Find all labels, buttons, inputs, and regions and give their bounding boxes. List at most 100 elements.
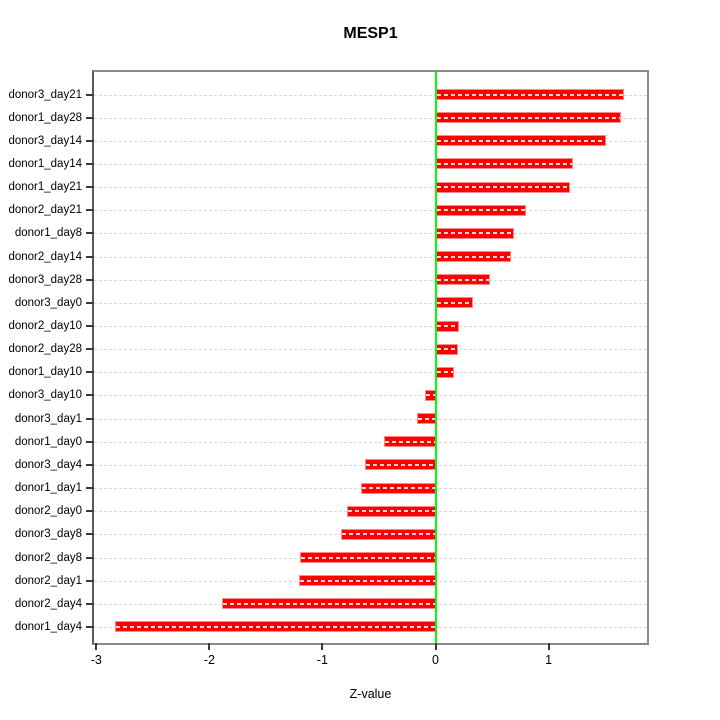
x-axis-tick [95,643,98,650]
y-axis-tick [86,371,94,374]
bar [221,598,436,610]
y-axis-tick [86,93,94,96]
y-axis-tick [86,186,94,189]
bar [340,528,436,540]
y-axis-tick [86,139,94,142]
y-axis-tick [86,625,94,628]
gridline [94,326,647,327]
bar-grid-dash [436,209,525,212]
plot-area: donor3_day21 donor1_day28 donor3_day14 dono… [8,70,649,667]
bar [435,343,459,355]
bar [435,251,512,263]
y-axis-tick [86,232,94,235]
y-axis-tick [86,325,94,327]
bar-grid-dash [299,579,435,582]
gridline [94,233,647,235]
bar-grid-dash [426,394,435,397]
bar-grid-dash [348,510,435,513]
y-axis-tick [86,579,94,582]
bar-grid-dash [384,440,435,443]
bar [435,89,625,100]
bar [299,552,436,563]
gridline [94,210,647,212]
bar [360,482,436,494]
bar-grid-dash [341,533,435,536]
bar-grid-dash [436,371,453,374]
zero-line [434,72,437,643]
bar-grid-dash [366,463,435,466]
y-axis-tick [86,278,94,281]
y-axis-label: donor2_day4 [14,597,82,610]
gridline [94,372,647,374]
bar [435,204,526,216]
gridline [94,187,647,189]
y-axis-label: donor3_day14 [8,134,82,147]
y-axis-label: donor1_day28 [8,111,82,124]
chart-title: MESP1 [343,25,398,42]
bar [115,621,436,633]
y-axis-tick [86,162,94,165]
y-axis-label: donor3_day8 [14,528,82,541]
y-axis-tick [86,348,94,351]
y-axis-label: donor1_day0 [14,435,82,448]
bar-grid-dash [436,93,624,96]
bar [435,297,473,309]
bar [383,436,436,448]
x-axis-tick-label: 1 [545,653,553,667]
bar-grid-dash [436,116,620,119]
bar-grid-dash [436,186,570,189]
y-axis-label: donor3_day1 [14,412,82,425]
y-axis-tick [86,301,94,304]
bar [435,366,454,378]
y-axis-tick [86,255,94,258]
x-axis-tick [208,643,211,650]
y-axis-tick [86,417,94,420]
bar [435,320,460,332]
bar [417,413,436,425]
y-axis-label: donor2_day14 [8,250,82,263]
bar-grid-dash [436,139,606,142]
y-axis-label: donor2_day28 [8,343,82,356]
gridline [94,302,647,304]
y-axis-label: donor2_day0 [14,505,82,518]
y-axis-label: donor2_day8 [14,551,82,564]
bar [435,227,514,239]
y-axis-label: donor1_day14 [8,157,82,170]
y-axis-label: donor1_day10 [8,366,82,379]
y-axis-label: donor3_day28 [8,273,82,286]
gridline [94,279,647,281]
bar [347,505,436,517]
bar-grid-dash [436,162,573,165]
y-axis-tick [86,440,94,443]
y-axis-tick [86,556,94,559]
gridline [94,140,647,142]
y-axis-label: donor2_day1 [14,574,82,587]
y-axis-tick [86,533,94,536]
bar-grid-dash [418,417,435,420]
bar-grid-dash [222,602,435,605]
y-axis-tick [86,487,94,490]
bar-grid-dash [436,232,513,235]
gridline [94,256,647,258]
bar [435,158,574,170]
y-axis-label: donor3_day0 [14,296,82,309]
x-axis-tick-label: -3 [90,653,102,667]
y-axis-label: donor2_day21 [8,204,82,217]
y-axis-label: donor3_day10 [8,389,82,402]
bar [435,135,607,147]
bar [365,459,436,471]
x-axis-tick [434,643,437,650]
y-axis-tick [86,602,94,605]
x-axis-tick-label: 0 [432,653,439,667]
bar [435,181,571,193]
y-axis-tick [86,394,94,397]
bar-grid-dash [300,556,435,559]
y-axis-label: donor1_day1 [14,482,82,495]
x-axis-tick [321,643,324,650]
gridline [94,349,647,351]
bar [298,575,436,587]
gridline [94,395,647,397]
x-axis-tick [547,643,550,650]
bar [435,274,490,286]
